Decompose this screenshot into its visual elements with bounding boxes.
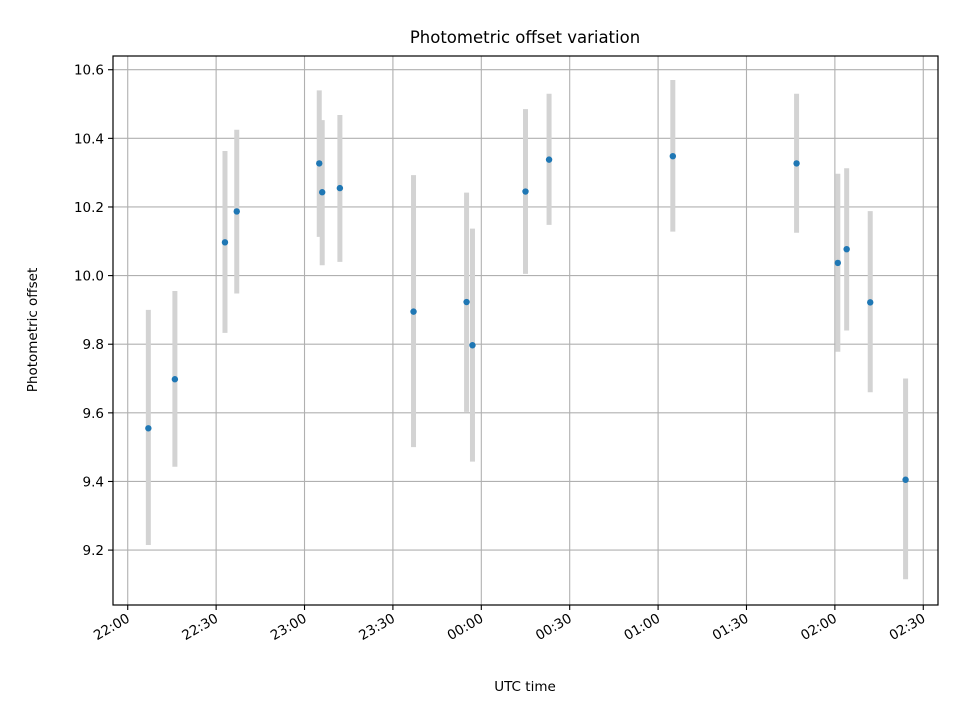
data-point bbox=[522, 188, 529, 195]
data-point bbox=[221, 239, 229, 246]
data-point bbox=[902, 476, 909, 483]
data-point bbox=[318, 189, 326, 196]
data-point bbox=[316, 160, 323, 167]
data-point bbox=[171, 376, 179, 383]
data-point bbox=[463, 298, 470, 306]
data-point bbox=[669, 152, 677, 160]
data-points bbox=[145, 152, 909, 483]
data-point bbox=[233, 208, 240, 215]
y-tick-label: 10.2 bbox=[74, 200, 104, 216]
y-tick-label: 10.4 bbox=[74, 131, 104, 147]
y-tick-label: 10.0 bbox=[74, 269, 104, 285]
y-tick-label: 9.6 bbox=[83, 406, 104, 422]
y-tick-label: 10.6 bbox=[74, 63, 104, 79]
data-point bbox=[867, 299, 874, 306]
y-tick-label: 9.8 bbox=[83, 337, 104, 353]
data-point bbox=[834, 259, 842, 267]
plot-frame bbox=[112, 55, 939, 606]
data-point bbox=[469, 342, 476, 349]
data-point bbox=[843, 245, 850, 253]
y-axis-label: Photometric offset bbox=[25, 268, 41, 392]
data-point bbox=[793, 160, 800, 167]
data-point bbox=[145, 425, 152, 432]
data-point bbox=[545, 156, 553, 163]
y-axis-ticks: 9.2 9.4 9.6 9.8 10.0 10.2 10.4 10.6 bbox=[74, 63, 113, 559]
data-point bbox=[336, 184, 344, 192]
y-tick-label: 9.2 bbox=[83, 543, 104, 559]
chart-title: Photometric offset variation bbox=[410, 28, 640, 47]
x-axis-label: UTC time bbox=[494, 679, 556, 695]
data-point bbox=[410, 308, 417, 315]
y-tick-label: 9.4 bbox=[83, 474, 104, 490]
